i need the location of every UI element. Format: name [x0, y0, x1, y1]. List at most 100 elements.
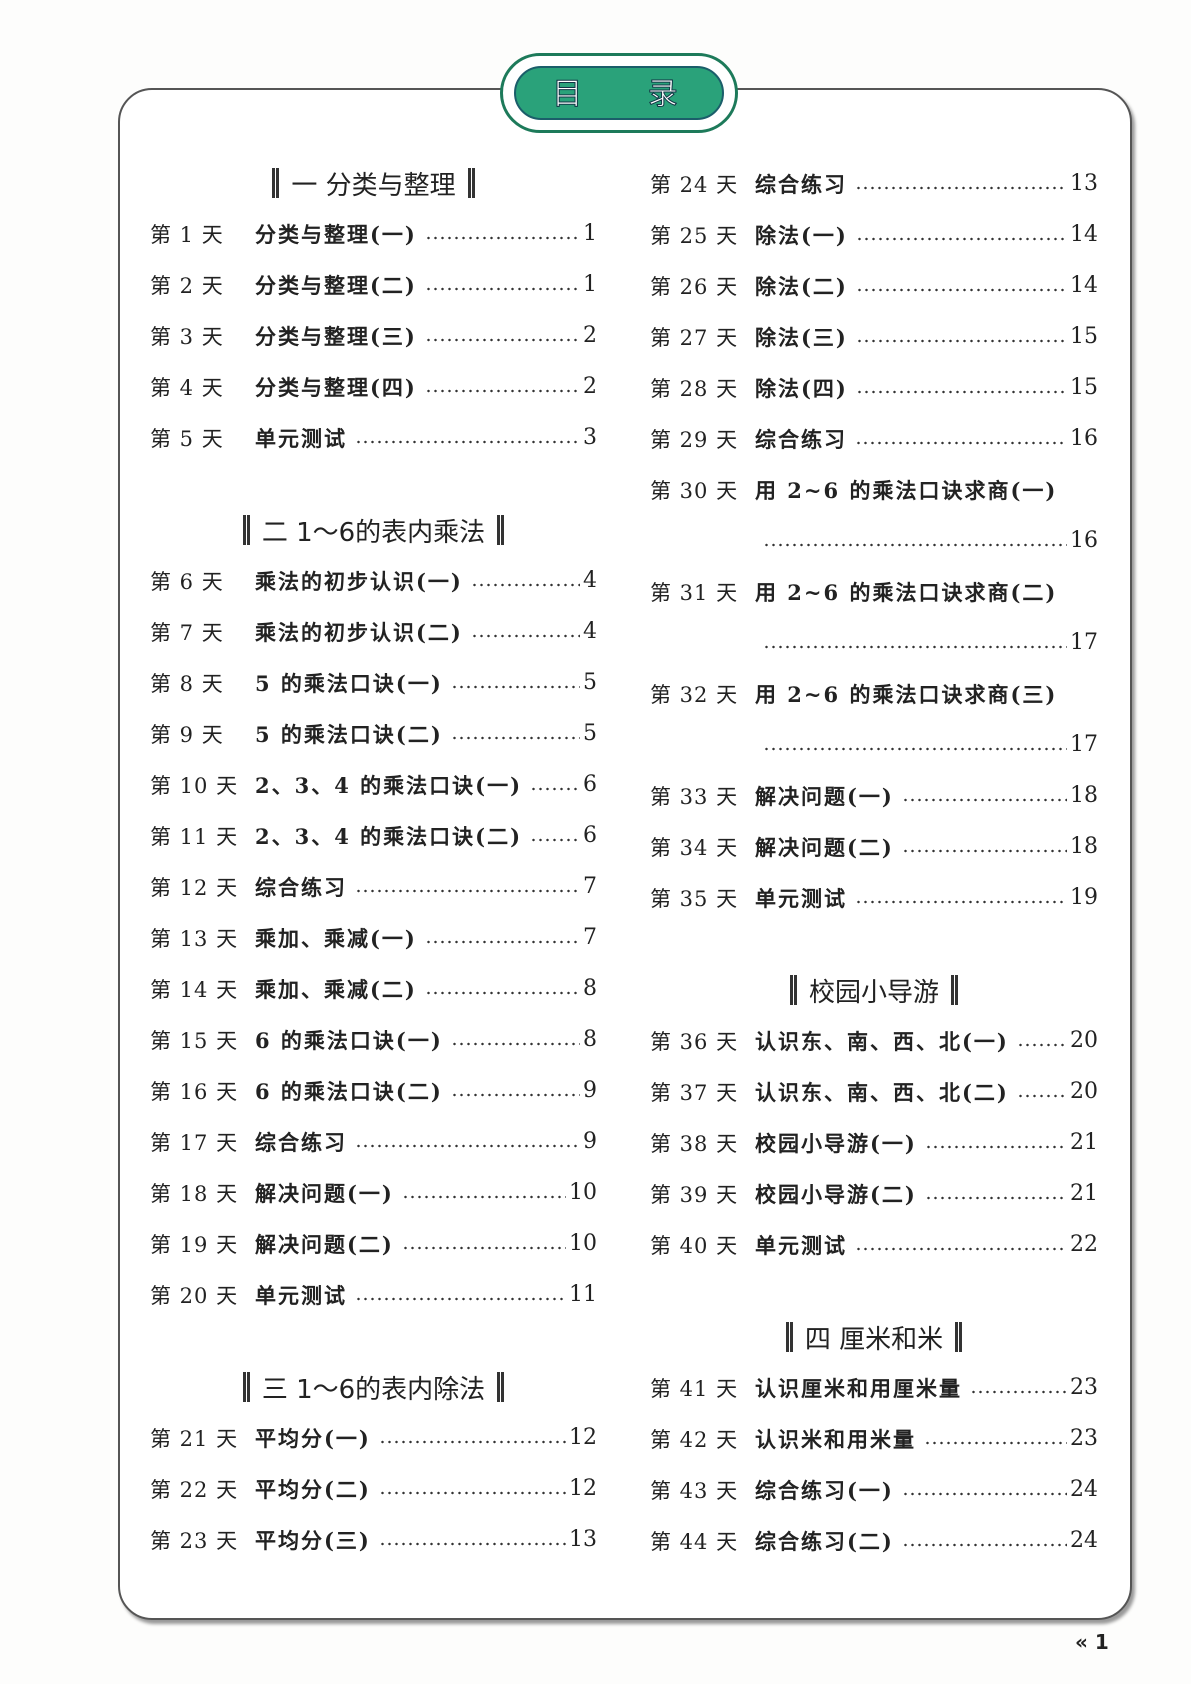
toc-entry[interactable]: 第 1 天 分类与整理(一) 1	[150, 208, 597, 259]
entry-title: 分类与整理(四)	[255, 374, 417, 400]
entry-title: 除法(三)	[755, 324, 848, 350]
toc-entry[interactable]: 第 43 天综合练习(一) 24	[650, 1464, 1098, 1515]
entry-title: 校园小导游(一)	[755, 1130, 917, 1156]
entry-title: 乘加、乘减(一)	[255, 925, 417, 951]
entry-page: 10	[569, 1231, 597, 1256]
dot-leader	[355, 888, 580, 893]
entry-day: 第 31 天	[650, 580, 739, 605]
entry-title: 乘加、乘减(二)	[255, 976, 417, 1002]
toc-entry[interactable]: 第 9 天 5 的乘法口诀(二) 5	[150, 708, 597, 759]
toc-entry[interactable]: 第 35 天单元测试 19	[650, 872, 1098, 923]
toc-entry[interactable]: 第 28 天除法(四) 15	[650, 362, 1098, 413]
toc-entry[interactable]: 第 25 天除法(一) 14	[650, 209, 1098, 260]
toc-entry-continuation[interactable]: 16	[650, 515, 1098, 566]
entry-page: 19	[1070, 885, 1098, 910]
toc-entry[interactable]: 第 3 天 分类与整理(三) 2	[150, 310, 597, 361]
toc-entry[interactable]: 第 6 天 乘法的初步认识(一) 4	[150, 555, 597, 606]
dot-leader	[855, 440, 1067, 445]
toc-entry[interactable]: 第 11 天 2、3、4 的乘法口诀(二) 6	[150, 810, 597, 861]
toc-entry[interactable]: 第 22 天平均分(二) 12	[150, 1463, 597, 1514]
entry-day: 第 29 天	[650, 427, 739, 452]
dot-leader	[855, 236, 1067, 241]
section-title: 二 1～6的表内乘法	[261, 517, 486, 548]
entry-page: 23	[1070, 1375, 1098, 1400]
toc-entry[interactable]: 第 38 天校园小导游(一) 21	[650, 1117, 1098, 1168]
toc-entry[interactable]: 第 33 天解决问题(一) 18	[650, 770, 1098, 821]
dot-leader	[530, 786, 580, 791]
toc-entry[interactable]: 第 18 天解决问题(一) 10	[150, 1167, 597, 1218]
dot-leader	[1016, 1093, 1067, 1098]
entry-page: 1	[583, 221, 597, 246]
toc-entry[interactable]: 第 20 天单元测试 11	[150, 1269, 597, 1320]
entry-day: 第 44 天	[650, 1529, 739, 1554]
dot-leader	[424, 990, 580, 995]
toc-entry[interactable]: 第 2 天 分类与整理(二) 1	[150, 259, 597, 310]
toc-entry[interactable]: 第 19 天解决问题(二) 10	[150, 1218, 597, 1269]
entry-day: 第 19 天	[150, 1232, 239, 1257]
entry-title: 单元测试	[755, 1232, 847, 1258]
entry-page: 10	[569, 1180, 597, 1205]
toc-entry[interactable]: 第 31 天用 2~6 的乘法口诀求商(二)	[650, 566, 1098, 617]
toc-entry[interactable]: 第 32 天用 2~6 的乘法口诀求商(三)	[650, 668, 1098, 719]
entry-page: 8	[583, 976, 597, 1001]
toc-entry[interactable]: 第 15 天 6 的乘法口诀(一) 8	[150, 1014, 597, 1065]
entry-page: 2	[583, 374, 597, 399]
toc-entry-continuation[interactable]: 17	[650, 617, 1098, 668]
toc-entry[interactable]: 第 42 天认识米和用米量 23	[650, 1413, 1098, 1464]
toc-entry[interactable]: 第 4 天 分类与整理(四) 2	[150, 361, 597, 412]
entry-page: 1	[583, 272, 597, 297]
entry-title: 单元测试	[255, 1282, 347, 1308]
entry-page: 7	[583, 925, 597, 950]
toc-entry[interactable]: 第 37 天认识东、南、西、北(二) 20	[650, 1066, 1098, 1117]
toc-entry[interactable]: 第 5 天 单元测试 3	[150, 412, 597, 463]
toc-entry[interactable]: 第 7 天 乘法的初步认识(二) 4	[150, 606, 597, 657]
toc-entry[interactable]: 第 23 天平均分(三) 13	[150, 1514, 597, 1565]
dot-leader	[855, 899, 1067, 904]
toc-entry[interactable]: 第 29 天综合练习 16	[650, 413, 1098, 464]
entry-page: 20	[1070, 1079, 1098, 1104]
dot-leader	[901, 1542, 1067, 1547]
toc-entry[interactable]: 第 30 天用 2~6 的乘法口诀求商(一)	[650, 464, 1098, 515]
entry-day: 第 22 天	[150, 1477, 239, 1502]
dot-leader	[450, 684, 580, 689]
toc-entry[interactable]: 第 24 天综合练习 13	[650, 158, 1098, 209]
toc-entry[interactable]: 第 34 天解决问题(二) 18	[650, 821, 1098, 872]
toc-entry[interactable]: 第 40 天单元测试 22	[650, 1219, 1098, 1270]
entry-day: 第 24 天	[650, 172, 739, 197]
toc-entry[interactable]: 第 17 天综合练习 9	[150, 1116, 597, 1167]
entry-title: 除法(四)	[755, 375, 848, 401]
toc-entry[interactable]: 第 13 天乘加、乘减(一) 7	[150, 912, 597, 963]
toc-entry[interactable]: 第 27 天除法(三) 15	[650, 311, 1098, 362]
dot-leader	[355, 439, 580, 444]
dot-leader	[924, 1195, 1067, 1200]
section-bar-icon	[242, 515, 250, 545]
section-bar-icon	[272, 168, 280, 198]
toc-entry[interactable]: 第 12 天综合练习 7	[150, 861, 597, 912]
toc-entry-continuation[interactable]: 17	[650, 719, 1098, 770]
toc-entry[interactable]: 第 8 天 5 的乘法口诀(一) 5	[150, 657, 597, 708]
toc-entry[interactable]: 第 26 天除法(二) 14	[650, 260, 1098, 311]
toc-entry[interactable]: 第 21 天平均分(一) 12	[150, 1412, 597, 1463]
dot-leader	[901, 848, 1067, 853]
toc-entry[interactable]: 第 44 天综合练习(二) 24	[650, 1515, 1098, 1566]
toc-entry[interactable]: 第 36 天认识东、南、西、北(一) 20	[650, 1015, 1098, 1066]
entry-page: 21	[1070, 1181, 1098, 1206]
toc-entry[interactable]: 第 10 天 2、3、4 的乘法口诀(一) 6	[150, 759, 597, 810]
dot-leader	[424, 939, 580, 944]
entry-day: 第 6 天	[150, 569, 224, 594]
toc-entry[interactable]: 第 39 天校园小导游(二) 21	[650, 1168, 1098, 1219]
entry-page: 16	[1070, 528, 1098, 553]
entry-day: 第 2 天	[150, 273, 224, 298]
entry-page: 5	[583, 721, 597, 746]
title-badge: 目 录	[500, 53, 738, 133]
entry-day: 第 13 天	[150, 926, 239, 951]
entry-title: 除法(一)	[755, 222, 848, 248]
entry-page: 13	[569, 1527, 597, 1552]
toc-left-column: 一 分类与整理第 1 天 分类与整理(一) 1 第 2 天 分类与整理(二) 1 第 3 天…	[150, 158, 597, 1565]
entry-title: 综合练习	[255, 874, 347, 900]
dot-leader	[901, 797, 1067, 802]
entry-page: 14	[1070, 273, 1098, 298]
toc-entry[interactable]: 第 16 天 6 的乘法口诀(二) 9	[150, 1065, 597, 1116]
toc-entry[interactable]: 第 14 天乘加、乘减(二) 8	[150, 963, 597, 1014]
toc-entry[interactable]: 第 41 天认识厘米和用厘米量 23	[650, 1362, 1098, 1413]
